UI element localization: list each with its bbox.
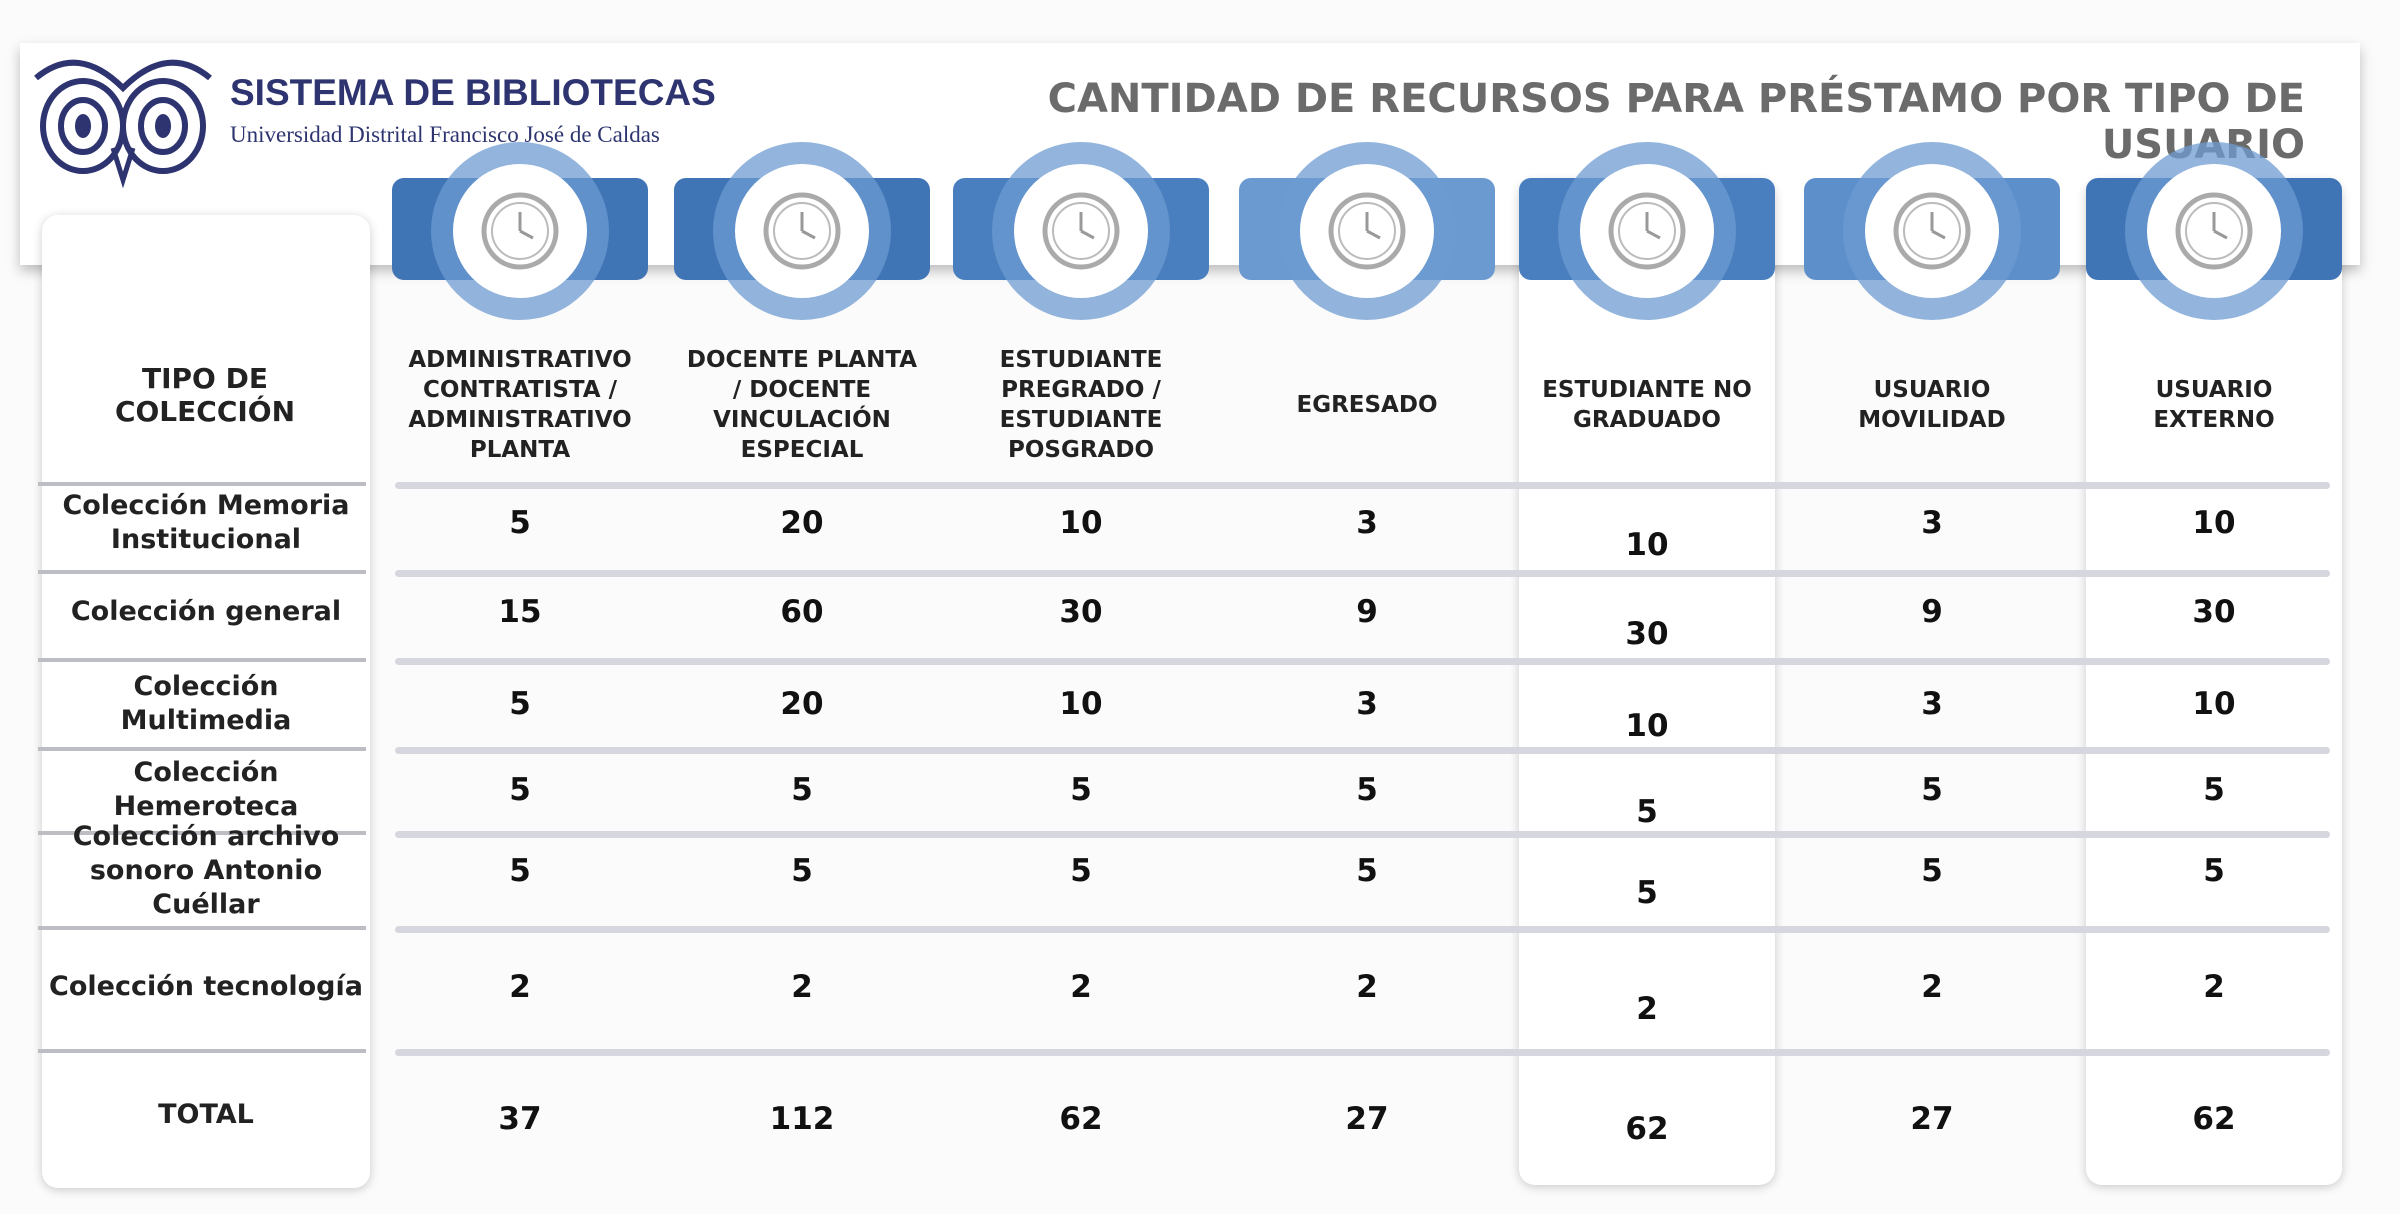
cell-value: 2 xyxy=(509,969,531,1005)
clock-icon xyxy=(1014,164,1148,298)
cell-value: 3 xyxy=(1356,505,1378,541)
row-separator xyxy=(38,1049,366,1053)
total-value: 37 xyxy=(498,1101,542,1137)
cell-value: 5 xyxy=(1636,794,1658,830)
row-label: Colección Hemeroteca xyxy=(113,757,299,822)
cell-value: 10 xyxy=(1059,686,1103,722)
cell-value: 5 xyxy=(509,505,531,541)
row-separator xyxy=(38,926,366,930)
clock-glyph xyxy=(1042,192,1120,270)
cell-value: 9 xyxy=(1921,594,1943,630)
row-label: Colección general xyxy=(70,596,342,627)
cell-value: 5 xyxy=(1921,853,1943,889)
cell-value: 3 xyxy=(1356,686,1378,722)
cell-value: 5 xyxy=(1921,772,1943,808)
row-label: Colección tecnología xyxy=(49,971,363,1002)
clock-icon xyxy=(1865,164,1999,298)
cell-value: 5 xyxy=(509,772,531,808)
column-header: USUARIO EXTERNO xyxy=(2153,377,2275,433)
cell-value: 5 xyxy=(791,853,813,889)
brand-subtitle: Universidad Distrital Francisco José de … xyxy=(230,122,660,147)
column-header: ADMINISTRATIVO CONTRATISTA / ADMINISTRAT… xyxy=(408,347,632,463)
cell-value: 20 xyxy=(780,505,824,541)
cell-value: 5 xyxy=(1636,875,1658,911)
cell-value: 5 xyxy=(509,853,531,889)
row-separator xyxy=(38,658,366,662)
cell-value: 5 xyxy=(1356,853,1378,889)
row-separator xyxy=(395,658,2330,665)
cell-value: 2 xyxy=(2203,969,2225,1005)
cell-value: 5 xyxy=(1070,772,1092,808)
row-separator xyxy=(38,570,366,574)
clock-glyph xyxy=(2175,192,2253,270)
cell-value: 5 xyxy=(1070,853,1092,889)
row-separator xyxy=(395,1049,2330,1056)
cell-value: 3 xyxy=(1921,686,1943,722)
cell-value: 10 xyxy=(1625,527,1669,563)
clock-icon xyxy=(1300,164,1434,298)
column-header: ESTUDIANTE PREGRADO / ESTUDIANTE POSGRAD… xyxy=(999,347,1163,463)
brand-title: SISTEMA DE BIBLIOTECAS xyxy=(230,72,716,113)
row-label: Colección Multimedia xyxy=(120,671,292,736)
cell-value: 10 xyxy=(2192,505,2236,541)
row-separator xyxy=(38,747,366,751)
cell-value: 2 xyxy=(1636,991,1658,1027)
cell-value: 3 xyxy=(1921,505,1943,541)
cell-value: 10 xyxy=(1059,505,1103,541)
cell-value: 5 xyxy=(2203,853,2225,889)
row-label-card xyxy=(42,215,370,1188)
clock-glyph xyxy=(1608,192,1686,270)
cell-value: 30 xyxy=(2192,594,2236,630)
cell-value: 20 xyxy=(780,686,824,722)
column-header: ESTUDIANTE NO GRADUADO xyxy=(1542,377,1752,433)
cell-value: 10 xyxy=(1625,708,1669,744)
clock-glyph xyxy=(763,192,841,270)
total-label: TOTAL xyxy=(158,1098,254,1130)
clock-icon xyxy=(2147,164,2281,298)
row-label: Colección archivo sonoro Antonio Cuéllar xyxy=(72,821,340,920)
row-separator xyxy=(38,831,366,835)
total-value: 112 xyxy=(769,1101,835,1137)
row-separator xyxy=(395,926,2330,933)
total-value: 62 xyxy=(1625,1111,1669,1147)
cell-value: 60 xyxy=(780,594,824,630)
cell-value: 5 xyxy=(1356,772,1378,808)
row-separator xyxy=(395,570,2330,577)
clock-glyph xyxy=(1328,192,1406,270)
cell-value: 30 xyxy=(1059,594,1103,630)
row-separator xyxy=(395,482,2330,489)
corner-label: TIPO DE COLECCIÓN xyxy=(114,362,296,428)
column-header: USUARIO MOVILIDAD xyxy=(1858,377,2006,433)
cell-value: 5 xyxy=(509,686,531,722)
clock-icon xyxy=(453,164,587,298)
column-card xyxy=(2086,180,2342,1185)
cell-value: 2 xyxy=(1921,969,1943,1005)
cell-value: 10 xyxy=(2192,686,2236,722)
logo xyxy=(34,59,212,188)
clock-glyph xyxy=(481,192,559,270)
cell-value: 9 xyxy=(1356,594,1378,630)
cell-value: 2 xyxy=(791,969,813,1005)
total-value: 27 xyxy=(1345,1101,1389,1137)
cell-value: 5 xyxy=(2203,772,2225,808)
total-value: 62 xyxy=(2192,1101,2236,1137)
row-label: Colección Memoria Institucional xyxy=(62,490,350,555)
cell-value: 15 xyxy=(498,594,542,630)
total-value: 62 xyxy=(1059,1101,1103,1137)
clock-icon xyxy=(735,164,869,298)
cell-value: 5 xyxy=(791,772,813,808)
cell-value: 2 xyxy=(1356,969,1378,1005)
clock-glyph xyxy=(1893,192,1971,270)
column-header: EGRESADO xyxy=(1296,392,1438,418)
clock-icon xyxy=(1580,164,1714,298)
row-separator xyxy=(395,831,2330,838)
cell-value: 2 xyxy=(1070,969,1092,1005)
column-card xyxy=(1519,180,1775,1185)
row-separator xyxy=(395,747,2330,754)
cell-value: 30 xyxy=(1625,616,1669,652)
total-value: 27 xyxy=(1910,1101,1954,1137)
row-separator xyxy=(38,482,366,486)
column-header: DOCENTE PLANTA / DOCENTE VINCULACIÓN ESP… xyxy=(686,347,918,463)
